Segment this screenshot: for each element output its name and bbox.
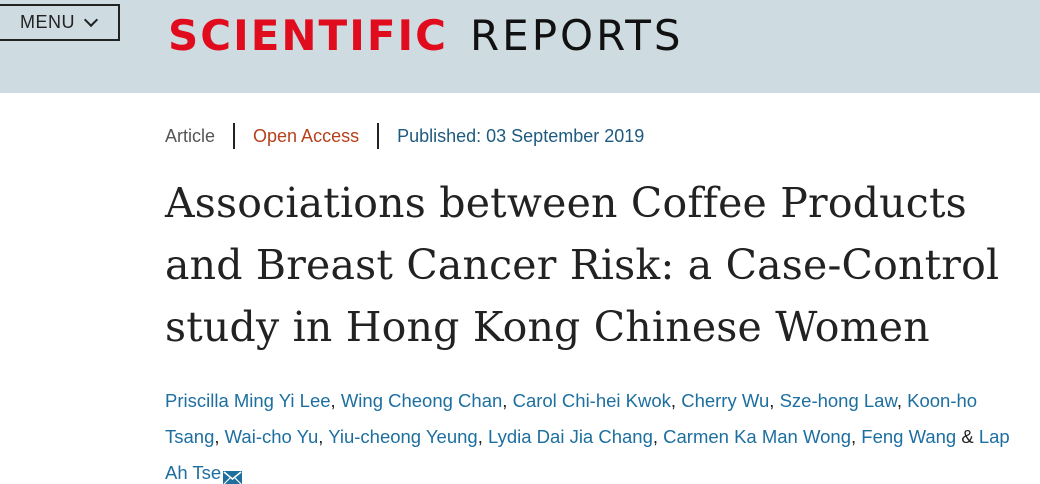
author-separator: ,	[502, 390, 513, 411]
menu-button[interactable]: MENU	[0, 4, 120, 41]
site-header: MENU SCIENTIFIC REPORTS	[0, 0, 1040, 93]
author-link[interactable]: Wing Cheong Chan	[340, 390, 503, 411]
author-link[interactable]: Feng Wang	[861, 426, 957, 447]
author-separator: ,	[477, 426, 488, 447]
mail-icon[interactable]	[223, 461, 243, 484]
title-line: and Breast Cancer Risk: a Case-Control	[165, 241, 1000, 289]
logo-scientific: SCIENTIFIC	[168, 10, 448, 60]
author-link[interactable]: Carol Chi-hei Kwok	[512, 390, 671, 411]
author-separator: ,	[318, 426, 329, 447]
author-link[interactable]: Sze-hong Law	[779, 390, 897, 411]
author-conjunction: &	[956, 426, 979, 447]
author-link[interactable]: Lydia Dai Jia Chang	[487, 426, 653, 447]
author-link[interactable]: Wai-cho Yu	[224, 426, 319, 447]
site-logo[interactable]: SCIENTIFIC REPORTS	[168, 7, 684, 63]
title-line: study in Hong Kong Chinese Women	[165, 303, 930, 351]
author-separator: ,	[652, 426, 664, 447]
author-link[interactable]: Cherry Wu	[681, 390, 770, 411]
author-separator: ,	[896, 390, 908, 411]
article-type: Article	[165, 125, 216, 146]
author-separator: ,	[330, 390, 341, 411]
author-separator: ,	[769, 390, 780, 411]
meta-divider	[377, 123, 380, 149]
chevron-down-icon	[83, 12, 99, 27]
author-link[interactable]: Priscilla Ming Yi Lee	[165, 390, 331, 411]
author-separator: ,	[670, 390, 682, 411]
open-access-link[interactable]: Open Access	[253, 125, 360, 146]
author-link[interactable]: Carmen Ka Man Wong	[663, 426, 851, 447]
author-separator: ,	[850, 426, 862, 447]
logo-reports: REPORTS	[469, 10, 684, 60]
author-separator: ,	[214, 426, 225, 447]
author-link[interactable]: Lap Ah Tse	[165, 426, 1010, 483]
menu-label: MENU	[20, 12, 75, 32]
article-title: Associations between Coffee Products and…	[165, 172, 1035, 358]
author-link[interactable]: Koon-ho Tsang	[165, 390, 978, 447]
article-meta: Article Open Access Published: 03 Septem…	[165, 122, 644, 150]
published-date: Published: 03 September 2019	[397, 125, 645, 146]
author-list: Priscilla Ming Yi Lee, Wing Cheong Chan,…	[165, 383, 1035, 484]
author-link[interactable]: Yiu-cheong Yeung	[328, 426, 478, 447]
meta-divider	[233, 123, 236, 149]
title-line: Associations between Coffee Products	[165, 179, 967, 227]
